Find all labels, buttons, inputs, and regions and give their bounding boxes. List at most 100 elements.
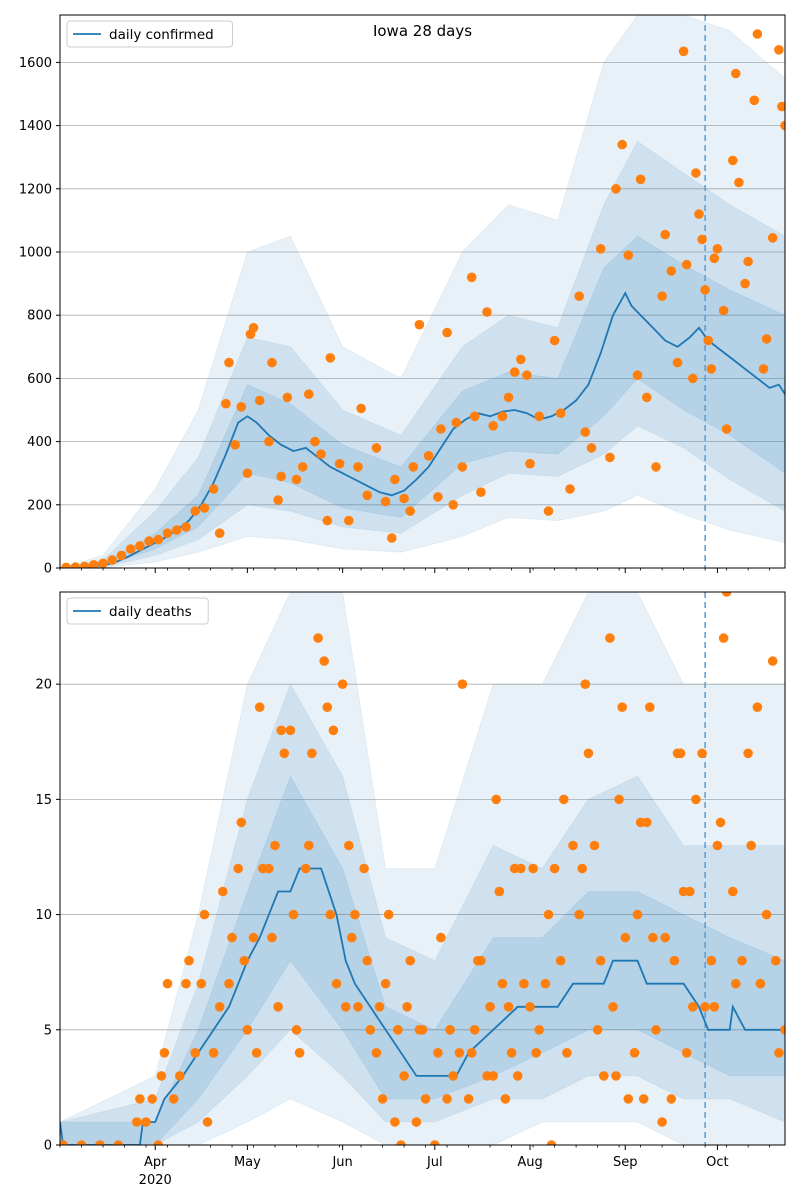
data-point	[153, 1140, 164, 1145]
data-point	[755, 978, 766, 989]
data-point	[715, 817, 726, 828]
data-point	[442, 1094, 452, 1104]
daily-confirmed-panel: 0 200 400 600 800 1000 1200 1400 1600 Iowa 28 day…	[19, 14, 786, 577]
data-point	[777, 101, 785, 112]
data-point	[230, 440, 240, 450]
data-point	[555, 955, 566, 966]
data-point	[322, 515, 333, 526]
data-point	[190, 506, 200, 516]
data-point	[175, 1071, 185, 1081]
data-point	[328, 725, 339, 736]
data-point	[752, 29, 763, 39]
data-point	[294, 1048, 305, 1058]
data-point	[657, 291, 667, 302]
data-point	[347, 932, 357, 943]
data-point	[691, 168, 701, 178]
data-point	[516, 354, 526, 365]
data-point	[141, 1117, 151, 1127]
data-point	[218, 886, 228, 897]
data-point	[387, 533, 397, 543]
data-point	[525, 458, 535, 469]
data-point	[605, 633, 615, 643]
y-tick-label: 1400	[19, 119, 52, 134]
data-point	[344, 515, 354, 526]
data-point	[276, 471, 287, 482]
x-tick-label: Jun	[331, 1155, 352, 1170]
data-point	[648, 932, 658, 943]
data-point	[595, 955, 606, 966]
data-point	[528, 863, 538, 874]
data-point	[767, 233, 778, 243]
data-point	[531, 1048, 541, 1058]
data-point	[488, 1071, 499, 1081]
data-point	[497, 978, 508, 989]
data-point	[254, 395, 265, 406]
data-point	[700, 285, 710, 295]
data-point	[417, 1025, 428, 1035]
uncertainty-band	[60, 592, 785, 1145]
data-point	[433, 1048, 443, 1058]
data-point	[171, 525, 182, 535]
data-point	[371, 1048, 382, 1058]
data-point	[697, 748, 707, 759]
data-point	[445, 1025, 455, 1035]
y-tick-label: 400	[27, 435, 52, 450]
data-point	[574, 291, 584, 302]
data-point	[448, 1071, 459, 1081]
data-point	[353, 1002, 363, 1012]
data-point	[273, 1002, 283, 1012]
data-point	[61, 562, 71, 568]
data-point	[405, 506, 416, 516]
data-point	[780, 120, 785, 131]
data-point	[457, 462, 468, 472]
data-point	[589, 840, 600, 851]
data-point	[712, 244, 723, 254]
data-point	[190, 1048, 200, 1058]
y-tick-label: 20	[35, 678, 52, 693]
data-point	[491, 794, 502, 805]
data-point	[442, 327, 452, 338]
data-point	[632, 370, 643, 381]
data-point	[162, 528, 173, 538]
x-year-label: 2020	[139, 1173, 172, 1188]
data-point	[580, 679, 591, 689]
data-point	[448, 500, 459, 510]
x-tick-label: Apr	[144, 1155, 167, 1170]
data-point	[374, 1002, 385, 1012]
data-point	[629, 1048, 640, 1058]
data-point	[325, 909, 336, 920]
data-point	[414, 319, 425, 330]
data-point	[669, 955, 680, 966]
y-tick-label: 1200	[19, 182, 52, 197]
data-point	[546, 1140, 557, 1145]
data-point	[752, 702, 763, 712]
y-tick-label: 10	[35, 908, 52, 923]
data-point	[728, 886, 738, 897]
y-tick-label: 0	[44, 562, 52, 577]
data-point	[706, 364, 717, 374]
data-point	[377, 1094, 388, 1104]
data-point	[476, 955, 486, 966]
data-point	[737, 955, 747, 966]
data-point	[411, 1117, 422, 1127]
data-point	[721, 592, 732, 597]
data-point	[181, 522, 191, 532]
data-point	[469, 411, 480, 422]
data-point	[697, 234, 707, 245]
data-point	[666, 1094, 677, 1104]
data-point	[76, 1140, 87, 1145]
data-point	[70, 562, 81, 568]
data-point	[224, 978, 234, 989]
data-point	[706, 955, 717, 966]
data-point	[595, 244, 606, 254]
data-point	[761, 909, 772, 920]
data-point	[645, 702, 655, 712]
data-point	[709, 1002, 720, 1012]
data-point	[660, 932, 670, 943]
data-point	[666, 266, 677, 276]
data-point	[313, 633, 323, 643]
data-point	[519, 978, 529, 989]
data-point	[362, 490, 373, 501]
data-point	[248, 932, 259, 943]
